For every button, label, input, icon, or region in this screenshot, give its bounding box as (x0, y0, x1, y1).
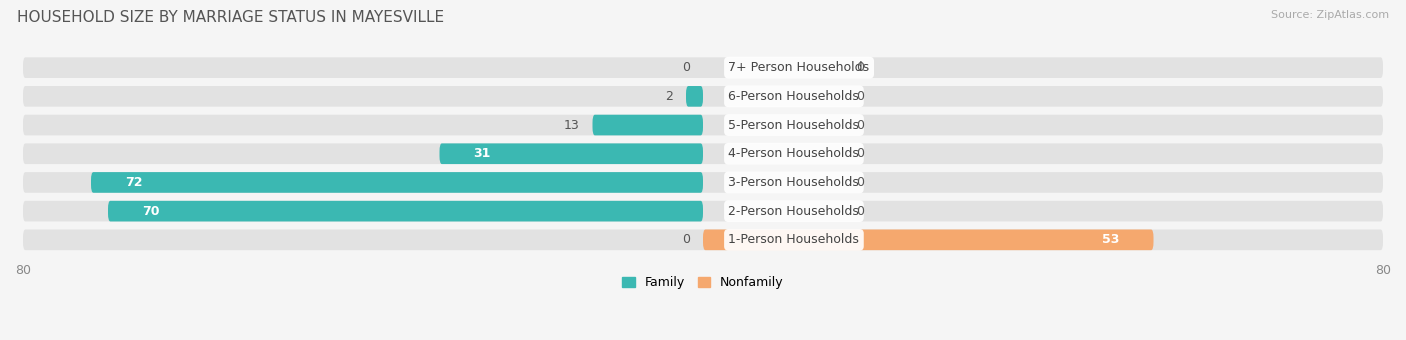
Text: 5-Person Households: 5-Person Households (728, 119, 859, 132)
FancyBboxPatch shape (108, 201, 703, 221)
Text: 0: 0 (856, 61, 865, 74)
Text: 7+ Person Households: 7+ Person Households (728, 61, 870, 74)
Text: 0: 0 (856, 119, 865, 132)
Text: 0: 0 (856, 176, 865, 189)
FancyBboxPatch shape (22, 57, 1384, 78)
Text: 0: 0 (856, 90, 865, 103)
FancyBboxPatch shape (592, 115, 703, 135)
FancyBboxPatch shape (22, 143, 1384, 164)
FancyBboxPatch shape (22, 86, 1384, 107)
Text: 3-Person Households: 3-Person Households (728, 176, 859, 189)
Text: 13: 13 (564, 119, 579, 132)
FancyBboxPatch shape (22, 230, 1384, 250)
Text: 70: 70 (142, 205, 159, 218)
FancyBboxPatch shape (91, 172, 703, 193)
Text: 53: 53 (1102, 233, 1119, 246)
Text: 4-Person Households: 4-Person Households (728, 147, 859, 160)
FancyBboxPatch shape (703, 230, 1153, 250)
Text: 6-Person Households: 6-Person Households (728, 90, 859, 103)
Text: HOUSEHOLD SIZE BY MARRIAGE STATUS IN MAYESVILLE: HOUSEHOLD SIZE BY MARRIAGE STATUS IN MAY… (17, 10, 444, 25)
Text: 1-Person Households: 1-Person Households (728, 233, 859, 246)
Legend: Family, Nonfamily: Family, Nonfamily (617, 271, 789, 294)
FancyBboxPatch shape (22, 172, 1384, 193)
Text: 31: 31 (474, 147, 491, 160)
Text: 0: 0 (682, 233, 690, 246)
FancyBboxPatch shape (22, 115, 1384, 135)
FancyBboxPatch shape (440, 143, 703, 164)
Text: 0: 0 (682, 61, 690, 74)
Text: 0: 0 (856, 147, 865, 160)
Text: 72: 72 (125, 176, 142, 189)
Text: Source: ZipAtlas.com: Source: ZipAtlas.com (1271, 10, 1389, 20)
Text: 2: 2 (665, 90, 673, 103)
FancyBboxPatch shape (686, 86, 703, 107)
FancyBboxPatch shape (22, 201, 1384, 221)
Text: 0: 0 (856, 205, 865, 218)
Text: 2-Person Households: 2-Person Households (728, 205, 859, 218)
